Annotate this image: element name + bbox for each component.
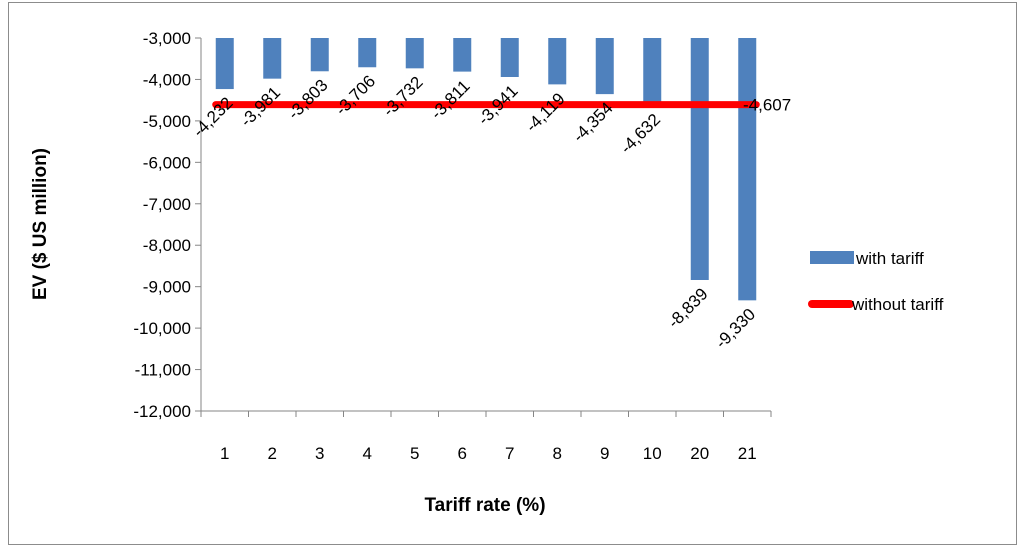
data-label-with-tariff: -4,232 xyxy=(189,93,237,141)
x-tick-label: 7 xyxy=(505,444,514,463)
x-tick-label: 2 xyxy=(268,444,277,463)
data-label-with-tariff: -3,732 xyxy=(379,73,427,121)
legend-label-without-tariff: without tariff xyxy=(851,295,944,314)
x-tick-label: 6 xyxy=(458,444,467,463)
y-tick-label: -8,000 xyxy=(143,236,191,255)
bar-with-tariff xyxy=(643,38,662,106)
bar-with-tariff xyxy=(500,38,519,77)
x-tick-label: 8 xyxy=(553,444,562,463)
y-tick-label: -9,000 xyxy=(143,278,191,297)
x-tick-label: 9 xyxy=(600,444,609,463)
x-tick-label: 3 xyxy=(315,444,324,463)
y-axis: -3,000 -4,000 -5,000 -6,000 -7,000 -8,000 -9,0… xyxy=(133,29,202,421)
x-tick-label: 5 xyxy=(410,444,419,463)
data-label-with-tariff: -3,706 xyxy=(332,72,380,120)
y-tick-label: -5,000 xyxy=(143,112,191,131)
y-tick-label: -3,000 xyxy=(143,29,191,48)
legend-swatch-with-tariff xyxy=(810,251,854,264)
bar-with-tariff xyxy=(453,38,472,72)
data-label-with-tariff: -8,839 xyxy=(664,284,712,332)
y-tick-label: -12,000 xyxy=(133,402,191,421)
data-label-with-tariff: -4,119 xyxy=(522,89,569,136)
bar-with-tariff xyxy=(215,38,234,90)
y-tick-label: -10,000 xyxy=(133,319,191,338)
bar-with-tariff xyxy=(405,38,424,69)
bar-with-tariff xyxy=(738,38,757,301)
bar-with-tariff xyxy=(595,38,614,95)
x-axis: 1 2 3 4 5 6 7 8 9 10 20 21 xyxy=(200,410,772,463)
data-label-with-tariff: -3,811 xyxy=(427,76,474,123)
bars xyxy=(215,38,757,301)
bar-with-tariff xyxy=(548,38,567,85)
bar-with-tariff xyxy=(310,38,329,72)
y-tick-label: -11,000 xyxy=(135,361,191,380)
y-tick-label: -4,000 xyxy=(143,70,191,89)
x-tick-label: 21 xyxy=(738,444,757,463)
x-tick-label: 1 xyxy=(220,444,229,463)
y-tick-label: -7,000 xyxy=(143,195,191,214)
legend: with tariff without tariff xyxy=(808,249,944,314)
bar-with-tariff xyxy=(358,38,377,68)
data-label-with-tariff: -3,803 xyxy=(284,76,332,124)
x-axis-title: Tariff rate (%) xyxy=(424,495,545,516)
y-axis-title: EV ($ US million) xyxy=(30,148,51,300)
chart-frame xyxy=(8,2,1017,545)
x-tick-label: 10 xyxy=(643,444,662,463)
legend-label-with-tariff: with tariff xyxy=(855,249,924,268)
y-tick-label: -6,000 xyxy=(143,153,191,172)
bar-with-tariff xyxy=(263,38,282,79)
x-tick-label: 20 xyxy=(690,444,709,463)
data-label-with-tariff: -4,632 xyxy=(617,110,665,158)
x-tick-label: 4 xyxy=(363,444,372,463)
data-label-without-tariff: -4,607 xyxy=(743,96,791,115)
data-label-with-tariff: -9,330 xyxy=(712,305,760,353)
bar-with-tariff xyxy=(690,38,709,280)
